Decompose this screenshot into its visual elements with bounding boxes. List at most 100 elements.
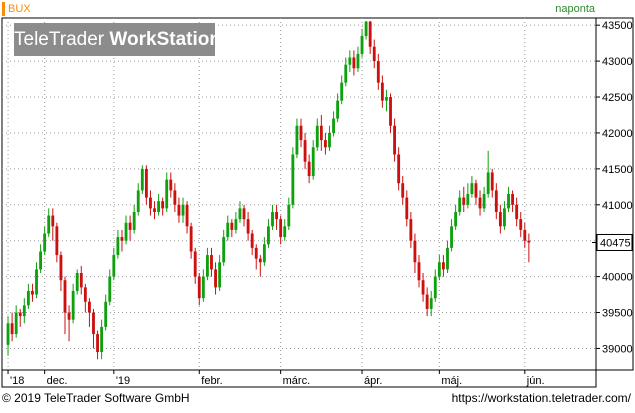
candle-body — [181, 204, 185, 216]
y-tick-label: 42000 — [602, 128, 633, 140]
candle-body — [425, 294, 429, 309]
candle — [446, 240, 449, 274]
candle — [59, 251, 63, 291]
candle-body — [287, 204, 291, 227]
candle — [364, 20, 368, 40]
candle — [507, 186, 510, 212]
candle-body — [409, 219, 413, 241]
candle-body — [6, 323, 10, 345]
candle-body — [173, 190, 177, 205]
y-tick-label: 39500 — [602, 308, 633, 320]
candle — [523, 222, 527, 248]
candle-body — [344, 64, 348, 83]
candle — [169, 172, 173, 198]
candle — [307, 154, 311, 184]
candle — [267, 219, 270, 248]
candle-body — [22, 305, 26, 317]
candle — [31, 283, 34, 302]
candle — [450, 219, 453, 252]
candle — [230, 219, 234, 238]
candle-body — [254, 247, 258, 259]
y-tick-label: 41000 — [602, 200, 633, 212]
candle — [189, 222, 193, 259]
candle — [181, 197, 185, 223]
candle-body — [205, 255, 209, 277]
candle-body — [169, 179, 173, 191]
candle — [527, 233, 531, 263]
x-tick-label: máj. — [441, 375, 462, 387]
candle — [173, 183, 177, 212]
candle — [389, 93, 392, 133]
symbol-label: BUX — [8, 3, 31, 15]
candle-body — [376, 61, 380, 83]
candle-body — [234, 219, 238, 230]
frequency-label: naponta — [555, 3, 595, 15]
candle-body — [149, 197, 152, 209]
candle-body — [193, 251, 197, 277]
candle — [372, 39, 376, 69]
candle — [287, 197, 291, 230]
candle-body — [437, 262, 441, 277]
candle-body — [47, 215, 51, 234]
candle-body — [185, 204, 189, 227]
candle-body — [507, 194, 510, 209]
candle-body — [295, 125, 299, 155]
candle-body — [92, 312, 95, 335]
symbol-marker — [2, 2, 5, 16]
candle — [409, 211, 413, 248]
candle — [417, 255, 421, 288]
candle-body — [197, 276, 201, 299]
y-axis: 3900039500400004050041000415004200042500… — [596, 20, 633, 355]
candle-body — [482, 194, 486, 209]
candle — [140, 165, 144, 194]
candle — [35, 262, 38, 299]
candle-body — [214, 269, 217, 288]
watermark-product: WorkStation — [109, 29, 221, 50]
candle-body — [498, 211, 502, 227]
candle — [405, 190, 409, 227]
candle — [360, 28, 364, 58]
candle — [14, 305, 18, 338]
candle — [112, 247, 116, 281]
candle-body — [165, 179, 169, 209]
candle — [55, 222, 59, 263]
candle — [201, 269, 205, 302]
candle — [157, 194, 161, 216]
candle-body — [474, 183, 478, 198]
candle — [246, 211, 250, 241]
candle — [92, 308, 95, 349]
candle — [26, 283, 30, 309]
candle — [437, 255, 441, 281]
candle-body — [393, 125, 397, 155]
candle-body — [226, 222, 230, 238]
candle-body — [527, 240, 531, 243]
candle — [393, 118, 397, 162]
candle-body — [503, 208, 506, 227]
candle-body — [279, 219, 283, 238]
candle-body — [177, 204, 181, 216]
candle-body — [519, 219, 523, 230]
candle — [283, 219, 287, 241]
x-tick-label: ápr. — [364, 375, 382, 387]
candle-body — [128, 222, 132, 230]
candle-body — [55, 226, 59, 256]
source-url[interactable]: https://workstation.teletrader.com/ — [451, 391, 631, 405]
candle — [39, 244, 43, 274]
candle — [519, 211, 523, 238]
candle — [185, 201, 189, 234]
candle — [10, 312, 14, 342]
candle — [116, 229, 120, 259]
candle — [87, 298, 91, 327]
candle — [482, 186, 486, 212]
candle-body — [31, 290, 34, 295]
candle — [397, 147, 401, 191]
candle — [254, 244, 258, 270]
candle — [51, 208, 55, 241]
candle-body — [10, 323, 14, 335]
last-value-marker: 40475 — [592, 233, 633, 251]
candle — [75, 269, 79, 295]
candle-body — [466, 194, 470, 205]
candle — [234, 211, 238, 234]
candle-body — [413, 240, 417, 263]
